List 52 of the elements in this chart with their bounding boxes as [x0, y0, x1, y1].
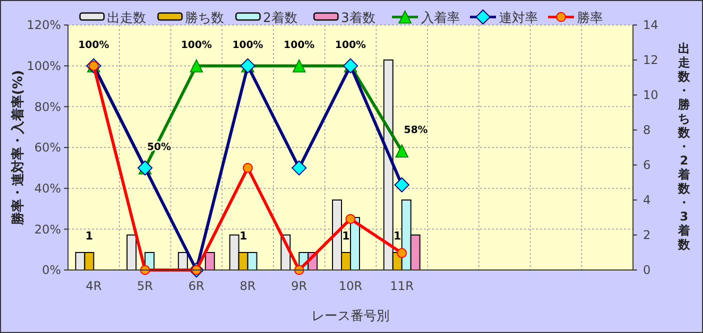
y2-tick-label: 10 [643, 88, 658, 102]
data-label: 1 [239, 230, 248, 242]
y-tick-label: 100% [26, 59, 61, 74]
bar [204, 252, 215, 270]
point [292, 160, 307, 176]
x-tick-label: 9R [291, 279, 308, 293]
y2-tick-label: 14 [643, 18, 658, 32]
legend-label: 連対率 [499, 10, 538, 26]
x-tick-label: 10R [338, 279, 362, 293]
point [346, 214, 356, 224]
x-tick-label: 5R [137, 279, 154, 293]
point [292, 59, 306, 72]
data-label: 100% [180, 40, 212, 51]
y2-tick-label: 8 [643, 123, 651, 138]
bar [126, 234, 137, 270]
y2-tick-label: 0 [643, 263, 651, 278]
y2-tick-label: 6 [643, 158, 651, 172]
x-tick-label: 11R [390, 279, 414, 293]
y-tick-label: 80% [34, 100, 61, 114]
y2-tick-label: 12 [643, 53, 658, 68]
y-tick-label: 120% [26, 18, 61, 32]
y-tick-label: 0% [42, 263, 61, 278]
data-label: 100% [78, 40, 110, 51]
legend-label: 入着率 [421, 10, 460, 26]
point [395, 144, 408, 158]
y-axis-title: 勝率・連対率・入着率(%) [10, 70, 26, 226]
point [394, 177, 410, 192]
legend-label: 3着数 [341, 10, 376, 26]
legend-label: 勝ち数 [185, 11, 224, 26]
point [396, 248, 407, 258]
data-label: 1 [85, 230, 94, 242]
legend-label: 出走数 [107, 11, 146, 26]
y2-tick-label: 2 [643, 228, 651, 242]
legend-label: 2着数 [263, 10, 298, 26]
y-tick-label: 20% [34, 222, 61, 236]
y-tick-label: 60% [34, 140, 61, 155]
x-axis-title: レース番号別 [312, 309, 390, 324]
point [190, 59, 203, 72]
y-tick-label: 40% [34, 182, 61, 196]
text: 出走数・勝ち数・2着数・3着数 [678, 42, 690, 252]
data-label: 1 [342, 230, 350, 242]
data-label: 100% [284, 40, 315, 51]
data-label: 1 [394, 230, 402, 242]
x-tick-label: 6R [188, 279, 204, 293]
data-label: 100% [232, 40, 264, 51]
data-label: 100% [335, 40, 366, 51]
legend-label: 勝率 [577, 10, 603, 26]
y2-tick-label: 4 [643, 193, 651, 208]
x-tick-label: 8R [240, 279, 256, 293]
point [242, 162, 253, 173]
data-label: 58% [404, 124, 428, 136]
x-tick-label: 4R [86, 279, 102, 293]
